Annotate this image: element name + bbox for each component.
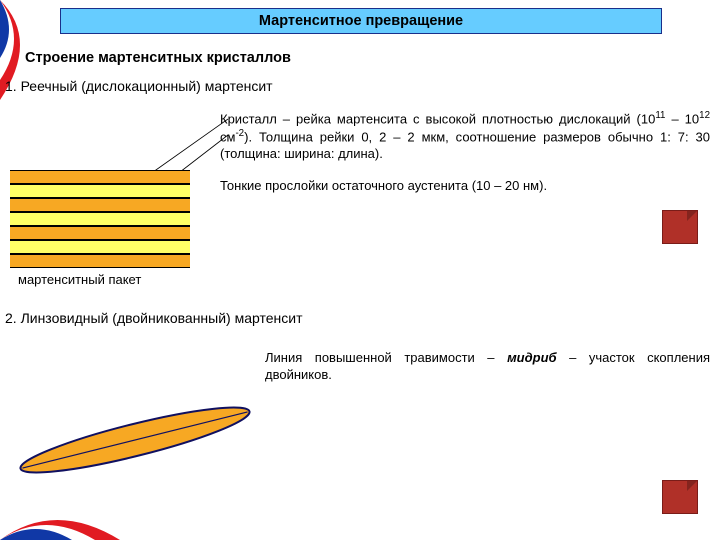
- lath-layer: [10, 184, 190, 198]
- section2-heading: 2. Линзовидный (двойникованный) мартенси…: [5, 310, 302, 326]
- missing-image-icon: [662, 480, 698, 514]
- midrib-term: мидриб: [507, 350, 557, 365]
- slide: Мартенситное превращение Строение мартен…: [0, 0, 720, 540]
- section2-description: Линия повышенной травимости – мидриб – у…: [265, 350, 710, 384]
- lath-caption: мартенситный пакет: [18, 272, 141, 287]
- text: см: [220, 130, 235, 145]
- subtitle: Строение мартенситных кристаллов: [25, 50, 291, 66]
- lath-layer: [10, 170, 190, 184]
- lath-layer: [10, 240, 190, 254]
- lath-layer: [10, 212, 190, 226]
- text: ). Толщина рейки 0, 2 – 2 мкм, соотношен…: [220, 130, 710, 162]
- lath-layer: [10, 198, 190, 212]
- page-title: Мартенситное превращение: [60, 8, 662, 34]
- lens-crystal-diagram: [5, 390, 265, 490]
- text: – 10: [665, 111, 699, 126]
- section1-heading: 1. Реечный (дислокационный) мартенсит: [5, 78, 273, 94]
- text: Кристалл – рейка мартенсита с высокой пл…: [220, 111, 655, 126]
- corner-bottom-decoration: [0, 492, 120, 540]
- lath-layer: [10, 226, 190, 240]
- lath-layer: [10, 254, 190, 268]
- section1-description-a: Кристалл – рейка мартенсита с высокой пл…: [220, 110, 710, 163]
- text: Линия повышенной травимости –: [265, 350, 507, 365]
- section1-description-b: Тонкие прослойки остаточного аустенита (…: [220, 178, 710, 193]
- lath-packet-diagram: [10, 170, 190, 268]
- exponent: 11: [655, 110, 665, 121]
- exponent: 12: [699, 110, 710, 121]
- missing-image-icon: [662, 210, 698, 244]
- exponent: -2: [235, 128, 244, 139]
